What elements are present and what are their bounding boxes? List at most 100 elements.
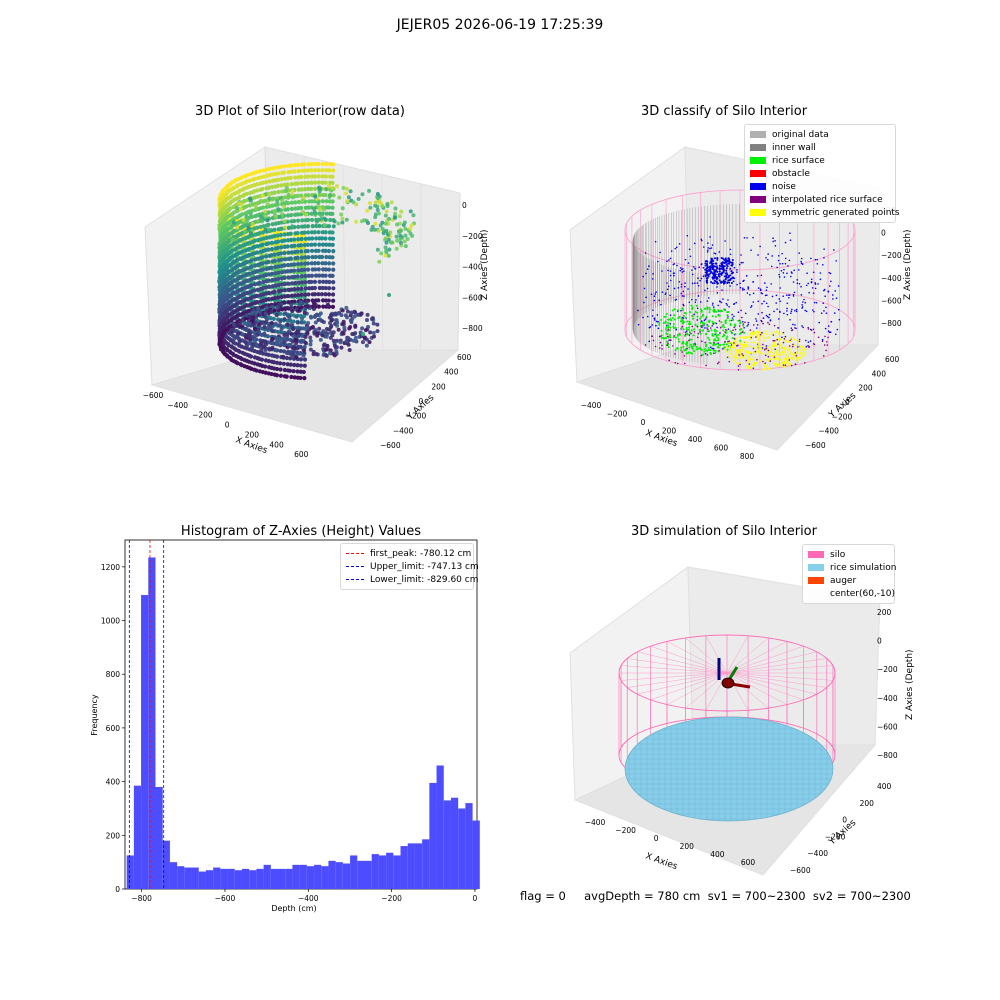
axis-y: −600 −400 −200 0 200 400 600 xyxy=(380,353,472,450)
histogram-bar xyxy=(213,867,221,889)
auger-glyph xyxy=(717,658,751,689)
histogram-bar xyxy=(278,868,286,889)
x-tick-label: 200 xyxy=(662,427,677,436)
legend-swatch xyxy=(808,590,824,597)
legend-label: first_peak: -780.12 cm xyxy=(370,548,472,559)
status-footer: flag = 0 avgDepth = 780 cm sv1 = 700~230… xyxy=(520,889,911,903)
y-tick-label: 200 xyxy=(858,384,873,393)
histogram-bar xyxy=(198,871,206,889)
x-tick-label: 800 xyxy=(740,452,755,460)
histogram-bar xyxy=(371,854,379,889)
z-tick-label: −200 xyxy=(462,232,483,241)
histogram-bar xyxy=(205,870,214,889)
legend-classify: original data inner wall rice surface obsta… xyxy=(744,124,900,223)
histogram-bar xyxy=(285,868,293,889)
histogram-bar xyxy=(227,868,235,889)
y-tick-label: 0 xyxy=(115,885,120,894)
legend-label: obstacle xyxy=(772,168,810,179)
axis-z: −800 −600 −400 −200 0 xyxy=(462,201,483,333)
legend-label: noise xyxy=(772,181,796,192)
legend-label: center(60,-10) xyxy=(830,588,895,599)
y-tick-label: 0 xyxy=(419,397,424,406)
histogram-bar xyxy=(357,860,365,889)
legend-label: symmetric generated points xyxy=(772,207,900,218)
legend-swatch xyxy=(750,157,766,164)
legend-item: Upper_limit: -747.13 cm xyxy=(346,560,479,573)
legend-label: rice surface xyxy=(772,155,825,166)
histogram-bar xyxy=(234,870,242,889)
z-tick-label: −800 xyxy=(462,324,483,333)
y-tick-label: 400 xyxy=(106,778,121,787)
x-tick-label: −200 xyxy=(192,411,213,420)
legend-item: obstacle xyxy=(750,167,890,180)
x-tick-label: 0 xyxy=(225,421,230,430)
histogram-bar xyxy=(220,868,228,889)
z-tick-label: −800 xyxy=(881,319,902,328)
histogram-bar xyxy=(270,868,279,889)
x-tick-label: 600 xyxy=(714,444,729,453)
x-tick-label: −600 xyxy=(143,391,164,400)
legend-swatch xyxy=(808,577,824,584)
legend-line xyxy=(346,553,364,554)
legend-item: rice simulation xyxy=(808,561,896,574)
y-tick-label: −400 xyxy=(393,426,414,435)
z-tick-label: −600 xyxy=(462,293,483,302)
histogram-bar xyxy=(249,870,257,889)
y-tick-label: 600 xyxy=(885,355,900,364)
z-tick-label: 0 xyxy=(881,229,886,238)
histogram-bar xyxy=(155,786,163,889)
histogram-bar xyxy=(465,803,473,889)
histogram-bar xyxy=(393,855,401,889)
x-tick-label: 600 xyxy=(294,450,309,459)
x-tick-label: 0 xyxy=(473,894,478,903)
legend-item: Lower_limit: -829.60 cm xyxy=(346,573,478,586)
legend-line xyxy=(346,566,364,567)
axis-y: −600 −400 −200 0 200 400 600 xyxy=(805,355,900,450)
legend-label: inner wall xyxy=(772,142,816,153)
histogram-bar xyxy=(292,864,300,889)
histogram-bar xyxy=(429,782,437,889)
axis-x: −400 −200 0 200 400 600 800 xyxy=(581,401,755,460)
y-tick-label: −200 xyxy=(825,832,846,841)
legend-item: interpolated rice surface xyxy=(750,193,890,206)
bars xyxy=(126,557,480,889)
legend-swatch xyxy=(750,144,766,151)
legend-item: auger xyxy=(808,574,889,587)
histogram-bar xyxy=(364,860,372,889)
histogram-bar xyxy=(133,785,142,889)
y-tick-label: 0 xyxy=(845,398,850,407)
plot3d-classify: −400 −200 0 200 400 600 800 −600 −400 −200 0 200 40… xyxy=(569,146,913,460)
legend-simulation: silo rice simulation auger center(60,-10) xyxy=(802,544,896,604)
legend-item: center(60,-10) xyxy=(808,587,895,600)
legend-item: inner wall xyxy=(750,141,890,154)
z-tick-label: −400 xyxy=(877,694,898,703)
histogram-bar xyxy=(328,860,336,889)
histogram-bar xyxy=(450,797,459,889)
histogram-bar xyxy=(191,867,199,889)
x-axis-label: Depth (cm) xyxy=(271,904,316,913)
x-tick-label: −600 xyxy=(215,894,236,903)
x-tick-label: 600 xyxy=(741,858,756,867)
legend-label: interpolated rice surface xyxy=(772,194,883,205)
legend-swatch xyxy=(808,564,824,571)
z-tick-label: −600 xyxy=(877,722,898,731)
histogram-bar xyxy=(422,839,430,889)
z-tick-label: 0 xyxy=(877,637,882,646)
legend-item: original data xyxy=(750,128,890,141)
legend-swatch xyxy=(750,183,766,190)
legend-label: auger xyxy=(830,575,857,586)
z-tick-label: −400 xyxy=(881,274,902,283)
histogram: −800 −600 −400 −200 0 0 200 400 600 800 1000 1200 D… xyxy=(90,539,480,913)
y-tick-label: 200 xyxy=(431,382,446,391)
axis-x: −400 −200 0 200 400 600 xyxy=(585,818,756,867)
legend-label: Lower_limit: -829.60 cm xyxy=(370,574,479,585)
y-tick-label: 200 xyxy=(106,831,121,840)
y-tick-label: −600 xyxy=(380,441,401,450)
histogram-legend: first_peak: -780.12 cm Upper_limit: -747.… xyxy=(340,543,479,590)
legend-swatch xyxy=(808,551,824,558)
y-tick-label: −400 xyxy=(807,849,828,858)
histogram-title: Histogram of Z-Axies (Height) Values xyxy=(180,524,422,539)
x-tick-label: 400 xyxy=(269,440,284,449)
